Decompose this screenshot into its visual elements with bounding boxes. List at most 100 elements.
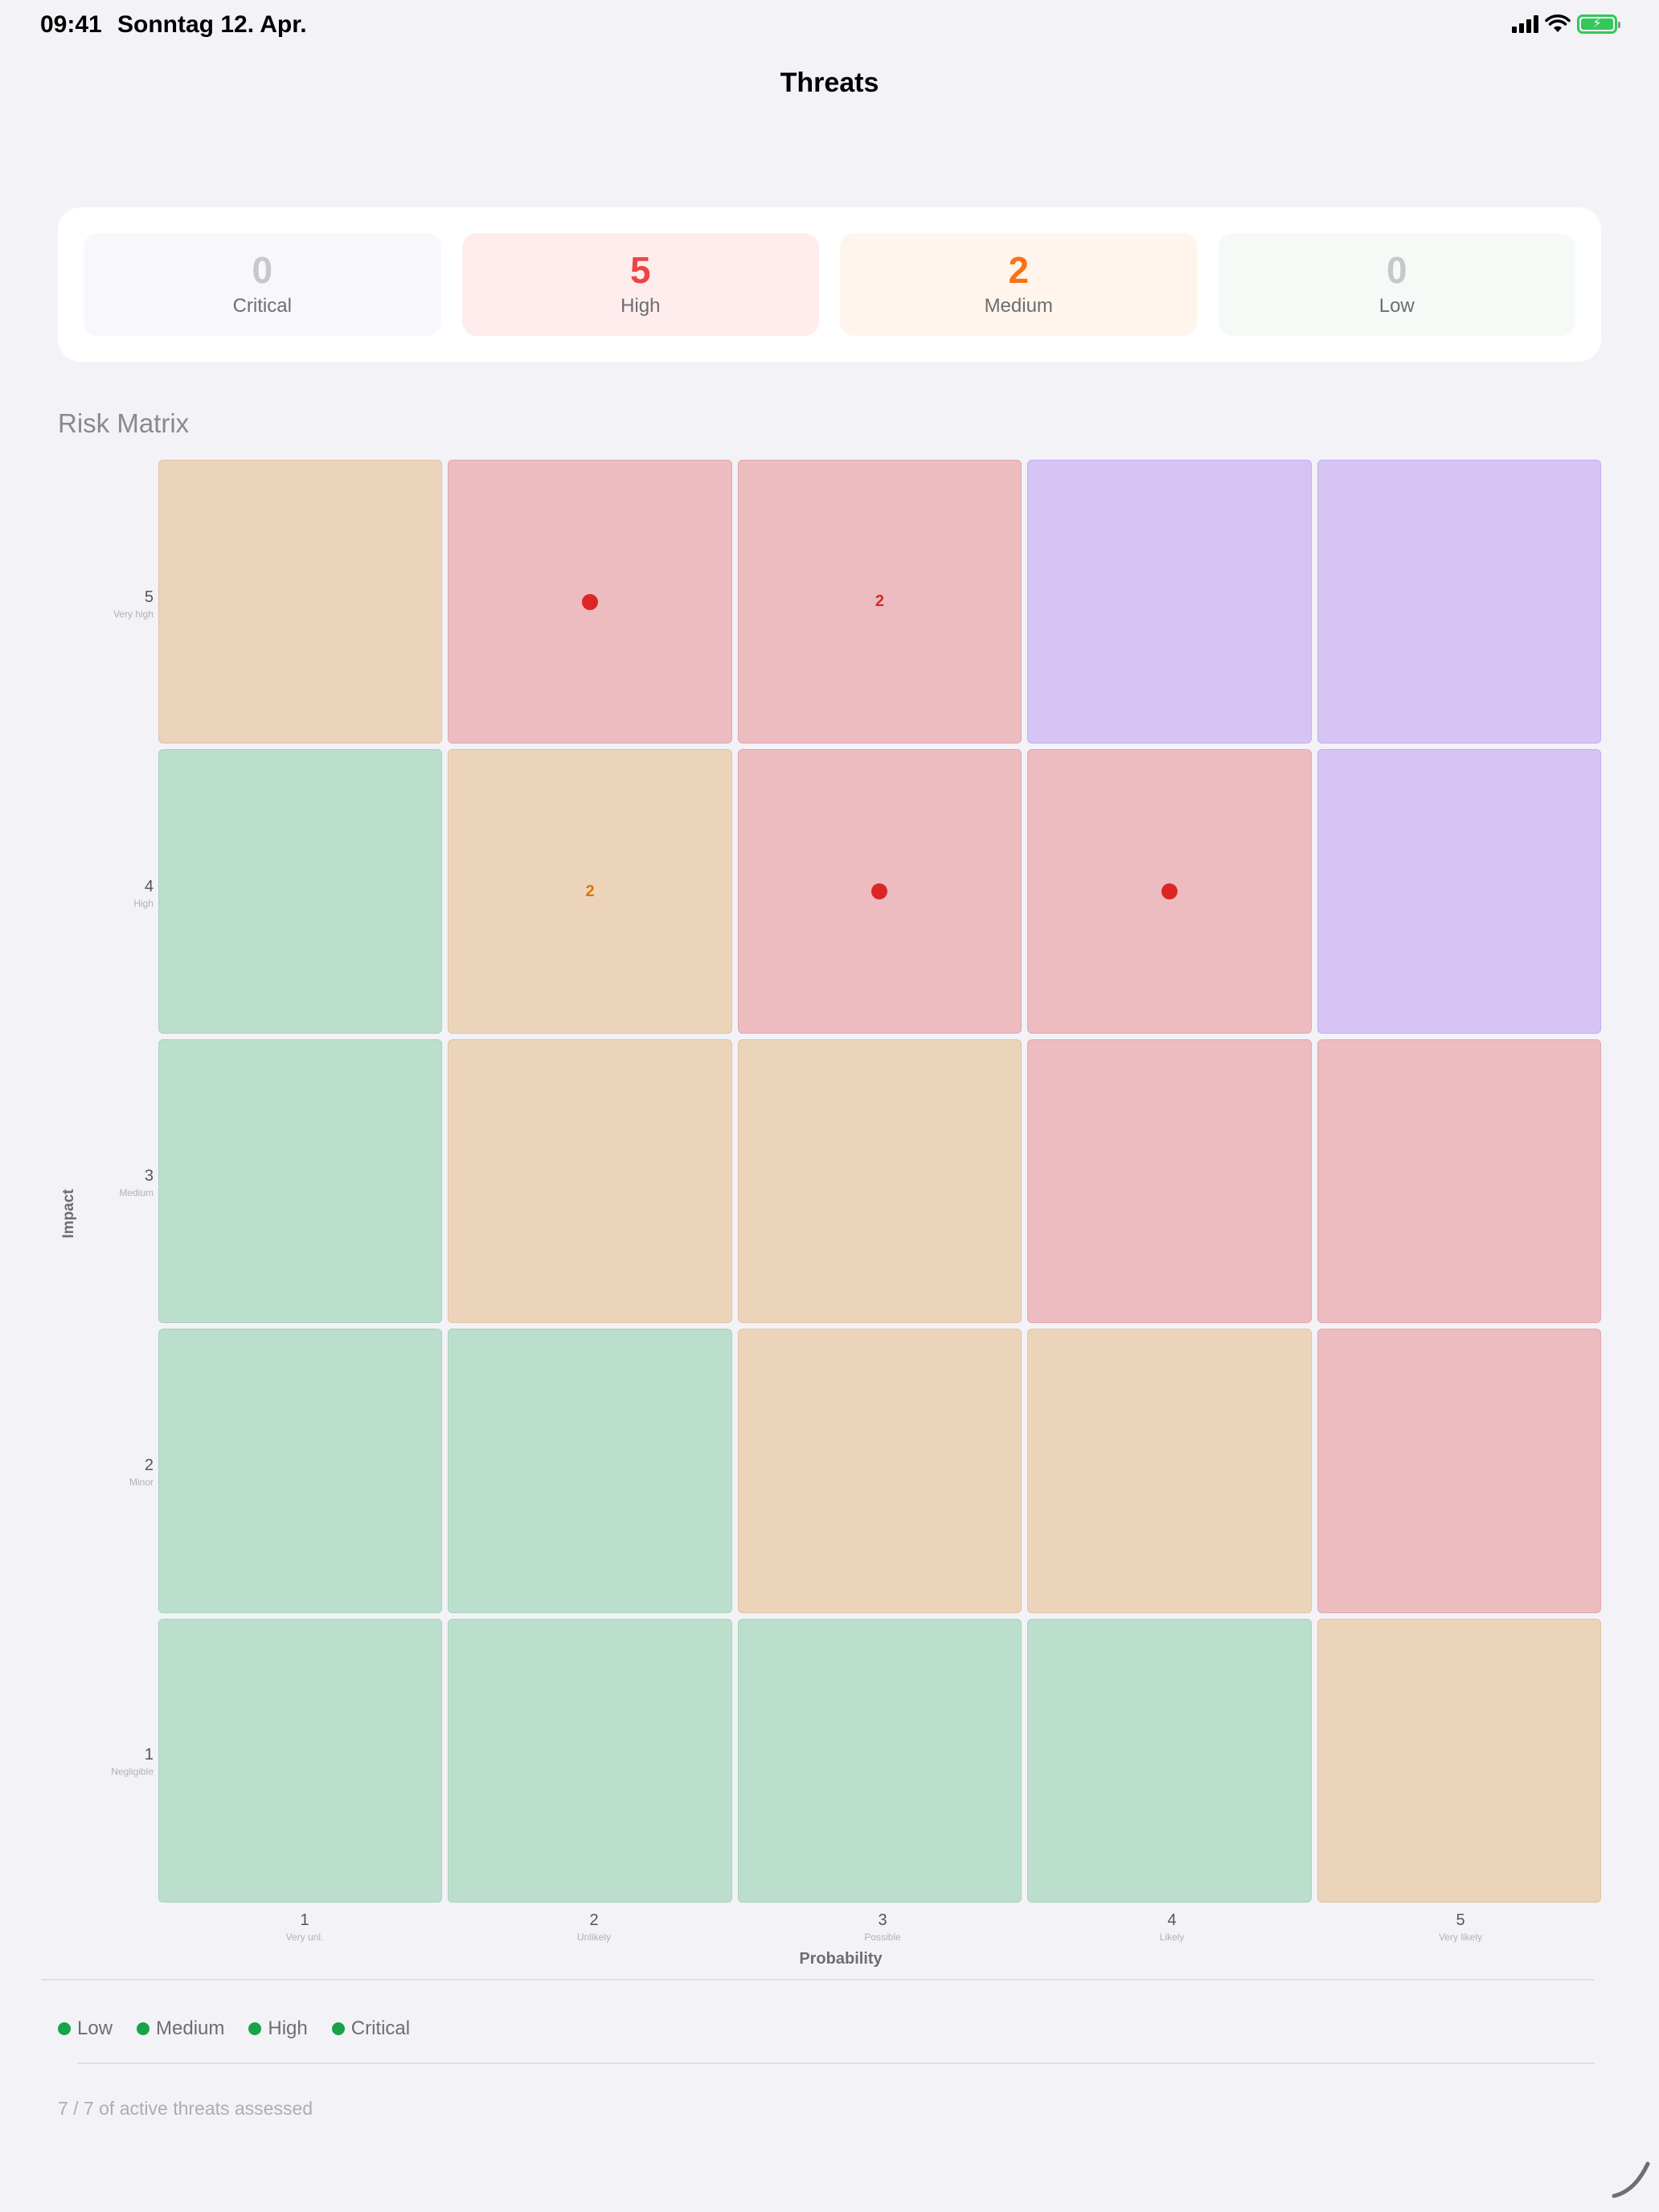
assessment-status-text: 7 / 7 of active threats assessed: [58, 2098, 313, 2119]
x-tick-value: 3: [878, 1911, 887, 1929]
threat-marker[interactable]: [582, 593, 599, 610]
matrix-cell-impact-3-probability-3[interactable]: [737, 1038, 1022, 1324]
x-tick: 3 Possible: [802, 1911, 963, 1943]
matrix-cell-impact-1-probability-2[interactable]: [448, 1618, 732, 1903]
matrix-cell-impact-5-probability-4[interactable]: [1027, 460, 1312, 744]
matrix-cell-impact-4-probability-2[interactable]: 2: [448, 749, 732, 1034]
legend-label: High: [268, 2017, 308, 2039]
x-tick-label: Very likely: [1438, 1931, 1483, 1943]
y-tick-label: High: [133, 898, 154, 909]
y-tick-value: 3: [144, 1167, 154, 1185]
summary-tile-high[interactable]: 5 High: [461, 233, 819, 336]
summary-label: Critical: [232, 295, 292, 317]
threat-marker[interactable]: [871, 883, 888, 900]
matrix-cell-impact-4-probability-1[interactable]: [158, 749, 443, 1034]
y-tick: 4 High: [133, 878, 154, 909]
legend: Low Medium High Critical: [58, 2017, 410, 2040]
x-tick-value: 1: [300, 1911, 309, 1929]
x-tick: 2 Unlikely: [514, 1911, 674, 1943]
battery-icon: ⚡: [1577, 14, 1620, 34]
pencil-tip-icon: [1612, 2161, 1650, 2198]
y-tick: 3 Medium: [119, 1167, 154, 1198]
legend-dot: [248, 2022, 262, 2035]
matrix-cell-impact-5-probability-2[interactable]: [448, 460, 732, 744]
matrix-cell-impact-1-probability-3[interactable]: [737, 1618, 1022, 1903]
summary-label: Medium: [984, 295, 1053, 317]
cellular-signal-icon: [1512, 15, 1538, 33]
matrix-cell-impact-3-probability-5[interactable]: [1317, 1038, 1601, 1324]
legend-item-high: High: [248, 2017, 308, 2040]
matrix-cell-impact-2-probability-4[interactable]: [1027, 1329, 1312, 1613]
divider: [77, 2062, 1595, 2064]
threat-count[interactable]: 2: [875, 592, 885, 611]
matrix-cell-impact-2-probability-1[interactable]: [158, 1329, 443, 1613]
legend-item-medium: Medium: [137, 2017, 224, 2040]
matrix-cell-impact-4-probability-5[interactable]: [1317, 749, 1601, 1034]
matrix-cell-impact-2-probability-2[interactable]: [448, 1329, 732, 1613]
x-tick-label: Likely: [1159, 1931, 1185, 1943]
y-tick-label: Minor: [129, 1477, 154, 1488]
x-tick: 5 Very likely: [1380, 1911, 1541, 1943]
x-tick: 1 Very unl.: [224, 1911, 385, 1943]
legend-dot: [137, 2022, 150, 2035]
legend-label: Medium: [156, 2017, 225, 2039]
legend-dot: [58, 2022, 71, 2035]
matrix-cell-impact-1-probability-1[interactable]: [158, 1618, 443, 1903]
divider: [42, 1979, 1595, 1981]
legend-dot: [331, 2022, 345, 2035]
y-tick-label: Negligible: [111, 1766, 154, 1777]
legend-item-low: Low: [58, 2017, 113, 2040]
threat-count[interactable]: 2: [585, 882, 595, 900]
legend-label: Critical: [350, 2017, 411, 2039]
y-tick: 2 Minor: [129, 1456, 154, 1488]
summary-label: Low: [1378, 295, 1415, 317]
y-tick: 5 Very high: [113, 588, 154, 620]
x-tick: 4 Likely: [1092, 1911, 1252, 1943]
status-icons: ⚡: [1512, 14, 1620, 34]
summary-tile-low[interactable]: 0 Low: [1218, 233, 1575, 336]
summary-count: 0: [1386, 249, 1407, 291]
matrix-cell-impact-3-probability-2[interactable]: [448, 1038, 732, 1324]
y-tick-label: Very high: [113, 608, 154, 620]
summary-tile-medium[interactable]: 2 Medium: [840, 233, 1198, 336]
x-axis-title: Probability: [799, 1950, 883, 1968]
matrix-cell-impact-4-probability-4[interactable]: [1027, 749, 1312, 1034]
wifi-icon: [1545, 14, 1571, 32]
status-bar: 09:41 Sonntag 12. Apr. ⚡: [0, 0, 1659, 51]
y-tick: 1 Negligible: [111, 1746, 154, 1777]
y-tick-value: 2: [144, 1456, 154, 1474]
matrix-cell-impact-3-probability-4[interactable]: [1027, 1038, 1312, 1324]
x-tick-value: 2: [589, 1911, 599, 1929]
matrix-cell-impact-5-probability-1[interactable]: [158, 460, 443, 744]
status-time: 09:41: [40, 11, 102, 38]
y-tick-value: 5: [144, 588, 154, 606]
matrix-cell-impact-4-probability-3[interactable]: [737, 749, 1022, 1034]
y-tick-value: 1: [144, 1746, 154, 1763]
summary-tile-critical[interactable]: 0 Critical: [84, 233, 441, 336]
x-tick-label: Unlikely: [576, 1931, 611, 1943]
matrix-cell-impact-5-probability-3[interactable]: 2: [737, 460, 1022, 744]
x-tick-value: 4: [1167, 1911, 1177, 1929]
y-tick-label: Medium: [119, 1187, 154, 1198]
matrix-cell-impact-1-probability-5[interactable]: [1317, 1618, 1601, 1903]
summary-count: 2: [1008, 249, 1030, 291]
summary-count: 0: [252, 249, 273, 291]
x-tick-label: Possible: [864, 1931, 901, 1943]
page-title: Threats: [780, 68, 879, 98]
x-tick-label: Very unl.: [285, 1931, 324, 1943]
matrix-cell-impact-3-probability-1[interactable]: [158, 1038, 443, 1324]
status-date: Sonntag 12. Apr.: [117, 11, 307, 38]
matrix-cell-impact-5-probability-5[interactable]: [1317, 460, 1601, 744]
y-axis-title: Impact: [60, 1189, 77, 1239]
matrix-cell-impact-2-probability-5[interactable]: [1317, 1329, 1601, 1613]
section-title: Risk Matrix: [58, 408, 190, 438]
legend-item-critical: Critical: [331, 2017, 411, 2040]
matrix-cell-impact-2-probability-3[interactable]: [737, 1329, 1022, 1613]
threat-marker[interactable]: [1161, 883, 1178, 900]
matrix-cell-impact-1-probability-4[interactable]: [1027, 1618, 1312, 1903]
y-tick-value: 4: [144, 878, 154, 895]
legend-label: Low: [77, 2017, 113, 2039]
severity-summary-card: 0 Critical 5 High 2 Medium 0 Low: [58, 207, 1601, 362]
x-tick-value: 5: [1456, 1911, 1465, 1929]
